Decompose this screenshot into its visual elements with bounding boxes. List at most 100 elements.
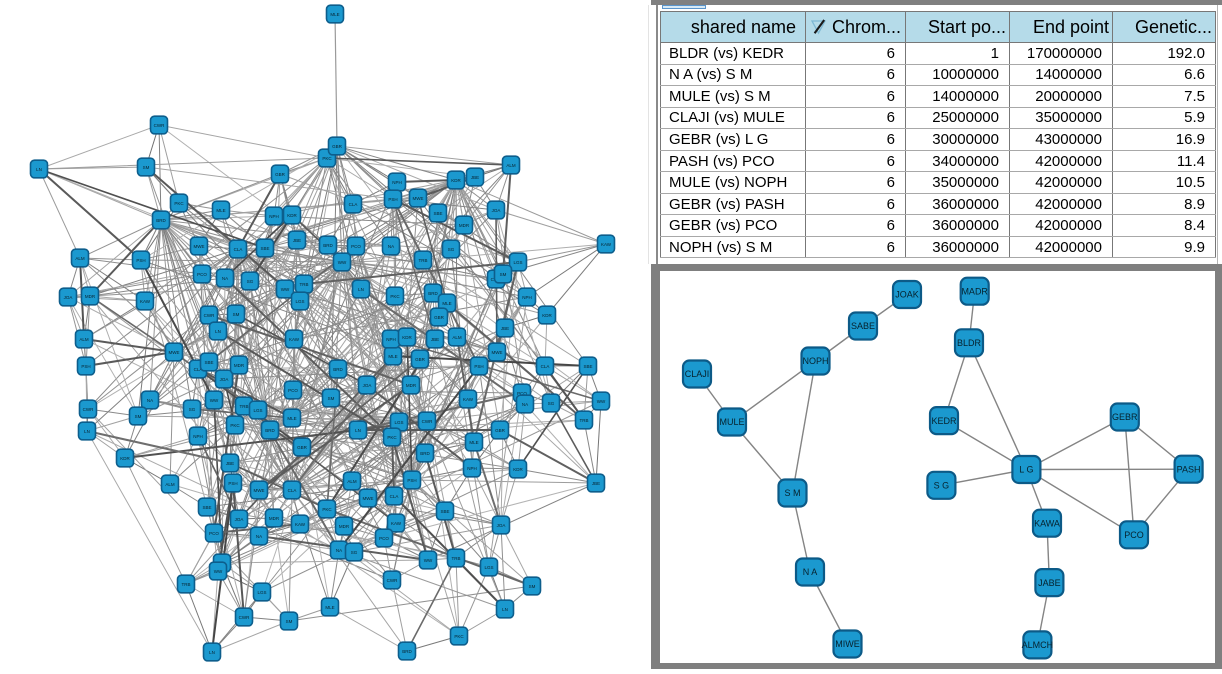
svg-text:PCO: PCO <box>351 244 361 249</box>
svg-text:NA: NA <box>147 398 153 403</box>
svg-text:SM: SM <box>233 312 240 317</box>
svg-text:SG: SG <box>448 247 455 252</box>
svg-text:PCO: PCO <box>197 272 207 277</box>
svg-text:SG: SG <box>247 279 254 284</box>
svg-text:JOA: JOA <box>220 377 229 382</box>
svg-text:MADR: MADR <box>961 286 988 296</box>
svg-text:MDR: MDR <box>269 516 280 521</box>
svg-text:PCO: PCO <box>379 536 389 541</box>
svg-text:NPH: NPH <box>467 466 477 471</box>
svg-text:WW: WW <box>281 287 290 292</box>
svg-text:NA: NA <box>336 548 342 553</box>
svg-text:PKC: PKC <box>322 507 332 512</box>
svg-text:MDR: MDR <box>339 524 350 529</box>
svg-text:PKC: PKC <box>230 423 240 428</box>
svg-text:SABE: SABE <box>851 321 875 331</box>
svg-text:L G: L G <box>1019 465 1033 475</box>
svg-text:S G: S G <box>934 481 950 491</box>
svg-text:KAW: KAW <box>289 337 300 342</box>
svg-text:LN: LN <box>355 428 361 433</box>
svg-text:LN: LN <box>502 607 508 612</box>
svg-text:LN: LN <box>215 329 221 334</box>
svg-text:MLE: MLE <box>287 416 296 421</box>
svg-text:LN: LN <box>209 650 215 655</box>
svg-text:SM: SM <box>143 165 150 170</box>
svg-text:GBR: GBR <box>275 172 286 177</box>
svg-text:LGS: LGS <box>394 420 403 425</box>
svg-text:MWE: MWE <box>363 496 374 501</box>
svg-text:SBE: SBE <box>433 211 442 216</box>
svg-text:CWR: CWR <box>239 615 250 620</box>
svg-text:S M: S M <box>784 488 800 498</box>
svg-text:BRD: BRD <box>420 451 430 456</box>
svg-text:WW: WW <box>214 569 223 574</box>
svg-text:ALMCH: ALMCH <box>1022 640 1054 650</box>
svg-text:MDR: MDR <box>406 383 417 388</box>
svg-text:PSH: PSH <box>136 258 145 263</box>
svg-text:PKC: PKC <box>454 634 464 639</box>
svg-text:ALM: ALM <box>452 335 462 340</box>
svg-text:BRD: BRD <box>323 243 333 248</box>
svg-text:MWE: MWE <box>169 350 180 355</box>
svg-text:CLA: CLA <box>390 494 399 499</box>
svg-text:NPH: NPH <box>522 295 532 300</box>
svg-text:NA: NA <box>222 276 228 281</box>
svg-text:KAWA: KAWA <box>1034 518 1060 528</box>
svg-text:KAW: KAW <box>463 397 474 402</box>
svg-text:KAW: KAW <box>391 521 402 526</box>
svg-text:MLE: MLE <box>388 354 397 359</box>
svg-text:NPH: NPH <box>269 214 279 219</box>
svg-text:BLDR: BLDR <box>957 338 982 348</box>
svg-text:KDR: KDR <box>287 213 297 218</box>
svg-text:KDR: KDR <box>513 467 523 472</box>
svg-text:TRB: TRB <box>240 404 249 409</box>
svg-text:JBE: JBE <box>431 337 439 342</box>
svg-text:CLAJI: CLAJI <box>685 369 710 379</box>
svg-text:SM: SM <box>328 396 335 401</box>
svg-text:BRD: BRD <box>265 428 275 433</box>
svg-text:WW: WW <box>210 398 219 403</box>
svg-text:WW: WW <box>597 399 606 404</box>
svg-text:NPH: NPH <box>392 180 402 185</box>
svg-text:SG: SG <box>189 407 196 412</box>
svg-text:MLE: MLE <box>325 605 334 610</box>
svg-text:LGS: LGS <box>257 590 266 595</box>
svg-text:PKC: PKC <box>390 294 400 299</box>
svg-text:CWR: CWR <box>387 578 398 583</box>
svg-text:PSH: PSH <box>407 478 416 483</box>
svg-text:KAW: KAW <box>601 242 612 247</box>
svg-text:ALM: ALM <box>79 337 89 342</box>
svg-text:GBR: GBR <box>415 357 426 362</box>
svg-text:KDR: KDR <box>542 313 552 318</box>
svg-text:MIWE: MIWE <box>835 639 860 649</box>
svg-text:PSH: PSH <box>474 364 483 369</box>
svg-text:LGS: LGS <box>513 260 522 265</box>
svg-text:GBR: GBR <box>434 315 445 320</box>
svg-text:LGS: LGS <box>253 408 262 413</box>
svg-text:WW: WW <box>338 260 347 265</box>
svg-text:SM: SM <box>500 272 507 277</box>
svg-text:PASH: PASH <box>1177 464 1201 474</box>
svg-text:PCO: PCO <box>288 388 298 393</box>
svg-text:CWR: CWR <box>204 313 215 318</box>
svg-text:ALM: ALM <box>506 163 516 168</box>
svg-text:CLA: CLA <box>349 202 358 207</box>
svg-text:JOA: JOA <box>492 208 501 213</box>
svg-text:SM: SM <box>529 584 536 589</box>
svg-text:NOPH: NOPH <box>802 356 828 366</box>
svg-text:SG: SG <box>351 550 358 555</box>
svg-text:TRB: TRB <box>419 258 428 263</box>
svg-text:SM: SM <box>286 619 293 624</box>
svg-text:GEBR: GEBR <box>1112 412 1138 422</box>
svg-text:PCO: PCO <box>1124 530 1144 540</box>
svg-text:SBE: SBE <box>204 360 213 365</box>
svg-text:GBR: GBR <box>495 428 506 433</box>
svg-text:BRD: BRD <box>156 218 166 223</box>
svg-text:PSH: PSH <box>388 197 397 202</box>
svg-text:ALM: ALM <box>165 482 175 487</box>
svg-text:SBE: SBE <box>440 509 449 514</box>
svg-text:CLA: CLA <box>234 247 243 252</box>
svg-text:LN: LN <box>84 429 90 434</box>
svg-text:NA: NA <box>522 402 528 407</box>
svg-text:SBE: SBE <box>202 505 211 510</box>
